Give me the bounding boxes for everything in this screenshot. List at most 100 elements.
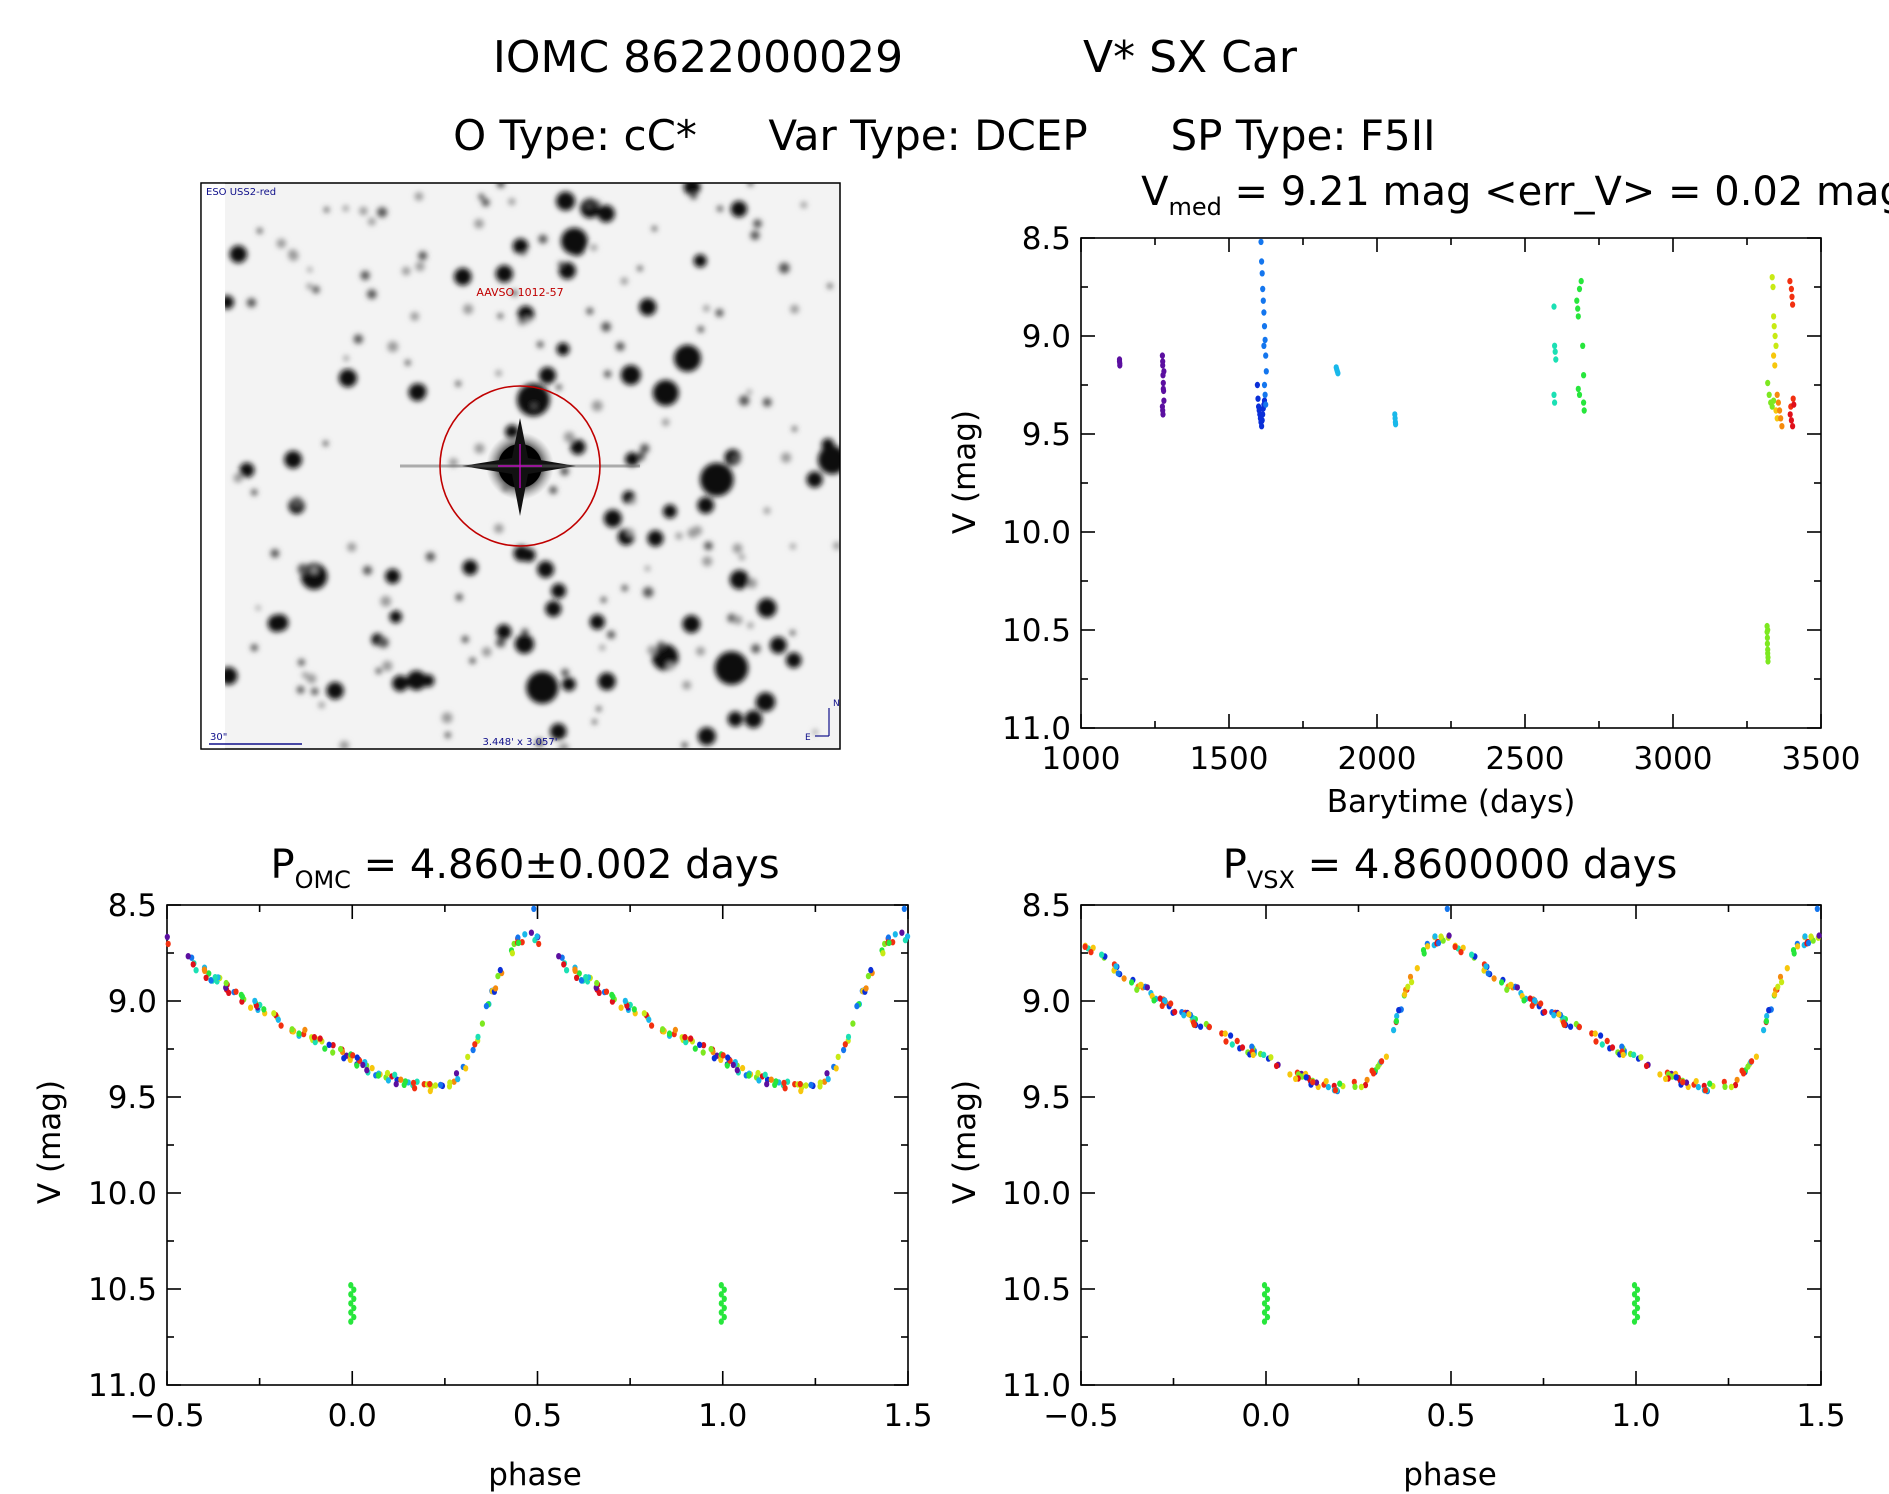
phased-omc-point bbox=[330, 1042, 336, 1049]
phased-vsx-xtick-label: 1.5 bbox=[1796, 1398, 1845, 1434]
phased-vsx-point bbox=[1198, 1023, 1204, 1030]
phased-omc-point bbox=[782, 1085, 788, 1092]
phased-omc-point bbox=[892, 931, 898, 938]
phased-omc-faint-point bbox=[348, 1282, 354, 1289]
phased-omc-point bbox=[701, 1042, 707, 1049]
phased-omc-faint-point bbox=[718, 1318, 724, 1325]
phased-omc-point bbox=[700, 1049, 706, 1056]
phased-vsx-point bbox=[1293, 1075, 1299, 1083]
phased-vsx-faint-point bbox=[1264, 1295, 1271, 1303]
phased-vsx-point bbox=[1508, 981, 1514, 989]
phased-omc-point bbox=[239, 993, 245, 1000]
phased-vsx-point bbox=[1732, 1081, 1739, 1089]
lightcurve-point bbox=[1787, 411, 1793, 418]
lightcurve-point bbox=[1771, 397, 1777, 404]
compass-east: E bbox=[805, 733, 811, 743]
phased-omc-point bbox=[841, 1046, 847, 1054]
omc-ylabel: V (mag) bbox=[32, 1080, 68, 1204]
phased-omc-point bbox=[412, 1085, 418, 1092]
phased-omc-point bbox=[427, 1080, 433, 1088]
survey-label: ESO USS2-red bbox=[206, 187, 276, 198]
lightcurve-point bbox=[1788, 285, 1794, 293]
phased-vsx-point bbox=[1206, 1023, 1212, 1031]
phased-omc-point bbox=[347, 1056, 353, 1064]
phased-vsx-point bbox=[1082, 943, 1088, 950]
lightcurve-ytick-label: 11.0 bbox=[1002, 711, 1071, 747]
phased-omc-point bbox=[609, 998, 616, 1005]
phased-omc-point bbox=[385, 1077, 391, 1084]
lightcurve-ytick-label: 10.0 bbox=[1002, 515, 1071, 551]
phased-omc-point bbox=[682, 1034, 688, 1041]
phased-omc-point bbox=[697, 1041, 703, 1049]
vartype-title: Var Type: DCEP bbox=[768, 111, 1087, 160]
phased-vsx-point bbox=[1568, 1023, 1574, 1030]
phased-omc-ytick-label: 9.0 bbox=[108, 984, 157, 1020]
phased-vsx-point bbox=[1499, 979, 1505, 986]
phased-omc-point bbox=[603, 988, 610, 995]
phased-omc-point bbox=[808, 1081, 814, 1089]
phased-vsx-point bbox=[1609, 1044, 1616, 1051]
phased-omc-point bbox=[493, 985, 499, 992]
phased-vsx-point bbox=[1407, 973, 1414, 981]
phased-vsx-point bbox=[1099, 951, 1105, 958]
phased-omc-xtick-label: −0.5 bbox=[129, 1398, 204, 1434]
target-circle bbox=[439, 385, 601, 547]
lightcurve-ytick-label: 9.0 bbox=[1022, 319, 1071, 355]
phased-omc-point bbox=[515, 939, 522, 947]
phased-vsx-point bbox=[1469, 951, 1475, 958]
phased-omc-point bbox=[338, 1045, 344, 1053]
phased-vsx-point bbox=[1551, 1012, 1557, 1019]
phased-vsx-point bbox=[1604, 1037, 1610, 1045]
phased-omc-point bbox=[576, 970, 582, 977]
phased-omc-point bbox=[453, 1070, 460, 1077]
lightcurve-point bbox=[1263, 401, 1269, 408]
phased-vsx-point bbox=[1229, 1041, 1235, 1048]
lightcurve-point bbox=[1766, 391, 1772, 398]
lightcurve-point bbox=[1575, 305, 1581, 312]
phased-vsx-faint-point bbox=[1631, 1282, 1638, 1289]
phased-vsx-ytick-label: 9.0 bbox=[1022, 984, 1071, 1020]
phased-omc-ytick-label: 9.5 bbox=[108, 1080, 157, 1116]
phased-vsx-point bbox=[1599, 1041, 1605, 1048]
lightcurve-point bbox=[1258, 238, 1264, 246]
phased-vsx-point bbox=[1113, 963, 1119, 970]
phased-vsx-point bbox=[1181, 1012, 1187, 1019]
phased-omc-ytick-label: 10.0 bbox=[88, 1176, 157, 1212]
phased-omc-point bbox=[842, 1041, 848, 1048]
phased-omc-point bbox=[708, 1045, 714, 1053]
lightcurve-point bbox=[1575, 385, 1581, 393]
phased-vsx-faint-point bbox=[1634, 1304, 1641, 1312]
lightcurve-point bbox=[1263, 368, 1269, 375]
omc-title-rest: = 4.860±0.002 days bbox=[351, 842, 780, 888]
lightcurve-point bbox=[1771, 313, 1777, 320]
phased-omc-point bbox=[369, 1064, 375, 1072]
lightcurve-point bbox=[1576, 391, 1583, 398]
phased-vsx-point bbox=[1370, 1070, 1377, 1077]
phased-vsx-point bbox=[1561, 1021, 1567, 1028]
lightcurve-point bbox=[1791, 401, 1797, 408]
phased-vsx-point bbox=[1485, 970, 1491, 977]
phased-omc-point bbox=[190, 961, 196, 968]
lightcurve-point bbox=[1262, 336, 1268, 344]
phased-vsx-point bbox=[1115, 970, 1121, 977]
phased-vsx-point bbox=[1337, 1080, 1343, 1087]
phased-omc-point bbox=[863, 985, 869, 992]
phased-omc-point bbox=[631, 1006, 637, 1013]
phased-vsx-point bbox=[1527, 995, 1533, 1002]
phased-vsx-point bbox=[1790, 947, 1797, 954]
phased-vsx-point bbox=[1620, 1051, 1626, 1059]
phased-vsx-point bbox=[1138, 981, 1144, 989]
lightcurve-point bbox=[1787, 277, 1793, 285]
phased-vsx-point bbox=[1362, 1081, 1369, 1089]
phased-omc-point bbox=[354, 1062, 360, 1069]
phased-vsx-faint-point bbox=[1631, 1291, 1638, 1298]
phased-omc-point bbox=[660, 1026, 666, 1033]
phased-vsx-point bbox=[1592, 1030, 1598, 1037]
lightcurve-point bbox=[1261, 342, 1267, 349]
phased-omc-point bbox=[798, 1087, 804, 1095]
phased-omc-ytick-label: 11.0 bbox=[88, 1368, 157, 1404]
phased-omc-point bbox=[522, 931, 528, 938]
phased-vsx-point bbox=[1414, 965, 1420, 972]
lightcurve-point bbox=[1575, 313, 1581, 320]
lightcurve-point bbox=[1771, 352, 1777, 359]
